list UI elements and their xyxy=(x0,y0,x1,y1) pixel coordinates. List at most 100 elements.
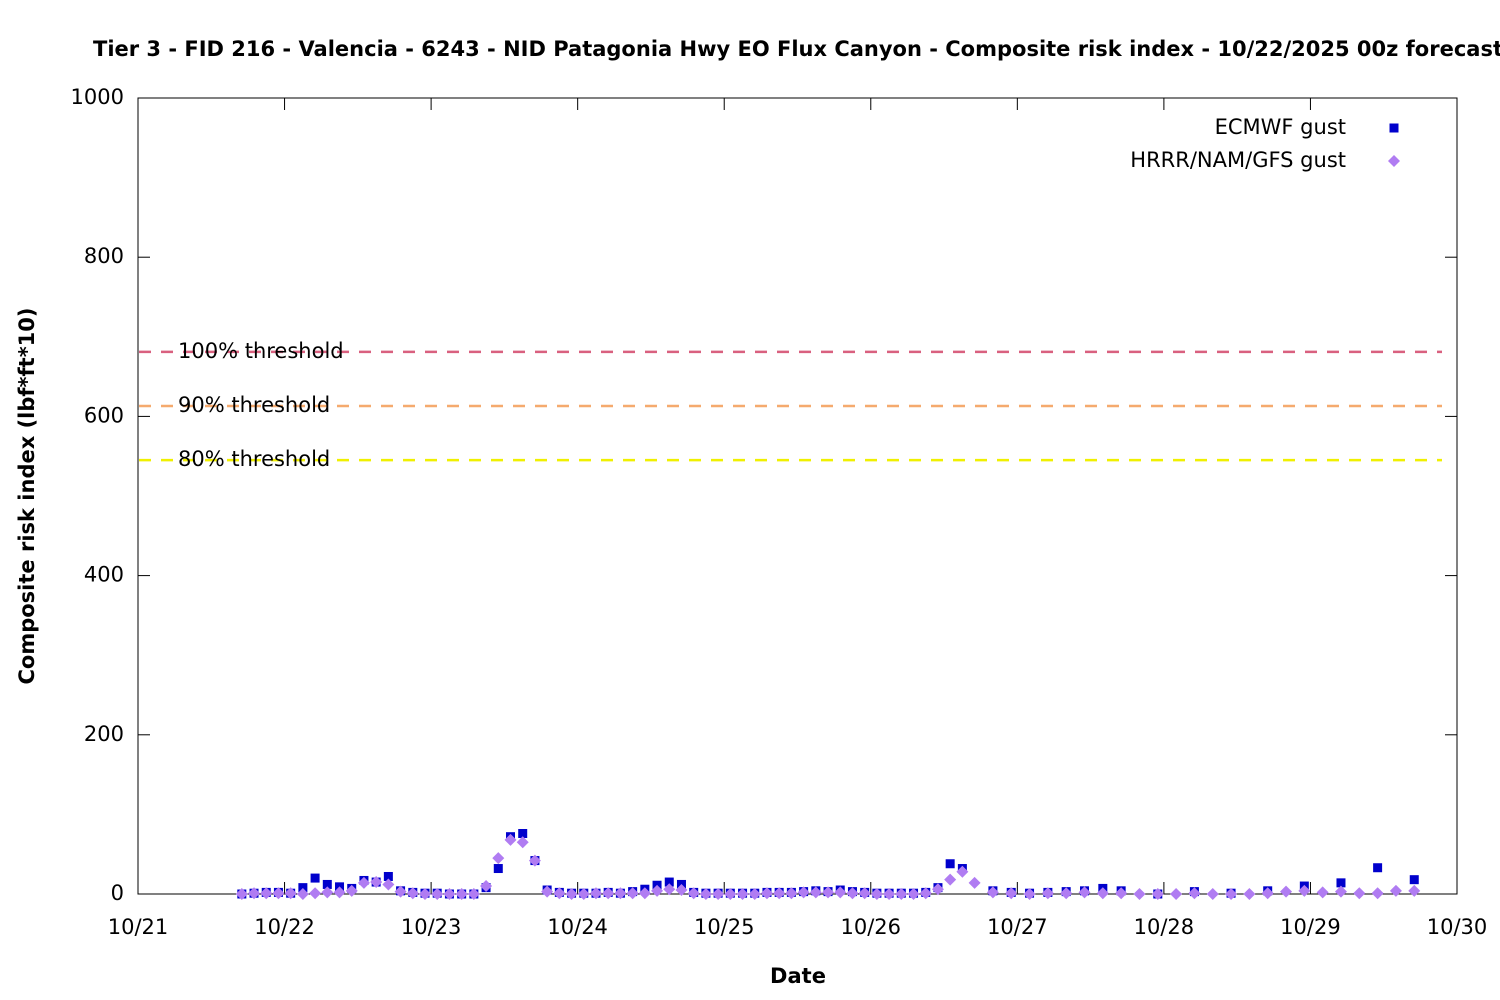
data-point xyxy=(907,888,920,900)
data-point xyxy=(1261,887,1274,900)
data-point xyxy=(333,886,346,899)
data-point xyxy=(541,885,554,898)
data-point xyxy=(1298,884,1311,897)
legend-label: ECMWF gust xyxy=(1215,115,1346,139)
data-point xyxy=(895,888,908,900)
data-point xyxy=(1353,887,1366,900)
data-point xyxy=(748,888,761,900)
data-point xyxy=(443,888,456,900)
data-point xyxy=(785,887,798,900)
data-point xyxy=(968,876,981,889)
data-point xyxy=(638,887,651,900)
y-tick-label: 800 xyxy=(84,244,124,268)
x-tick-label: 10/22 xyxy=(254,915,315,939)
y-tick-label: 600 xyxy=(84,403,124,427)
data-point xyxy=(663,883,676,896)
x-axis-label: Date xyxy=(770,964,826,988)
data-point xyxy=(931,883,944,896)
y-tick-label: 200 xyxy=(84,722,124,746)
data-point xyxy=(809,886,822,899)
data-point xyxy=(248,887,261,900)
legend-marker xyxy=(1388,155,1400,167)
data-point xyxy=(309,887,322,900)
data-point xyxy=(235,888,248,900)
data-point xyxy=(1316,886,1329,899)
data-point xyxy=(1115,887,1128,900)
data-point xyxy=(858,887,871,900)
data-point xyxy=(1060,887,1073,900)
data-point xyxy=(260,887,273,900)
x-tick-label: 10/24 xyxy=(547,915,608,939)
data-point xyxy=(797,886,810,899)
x-tick-label: 10/28 xyxy=(1134,915,1195,939)
y-tick-label: 1000 xyxy=(71,85,124,109)
data-point xyxy=(944,873,957,886)
data-point xyxy=(492,852,505,865)
data-point xyxy=(760,887,773,900)
data-point xyxy=(1409,875,1419,885)
data-point xyxy=(614,887,627,900)
data-point xyxy=(773,887,786,900)
data-point xyxy=(565,888,578,900)
data-point xyxy=(687,887,700,900)
data-point xyxy=(1133,888,1146,900)
data-point xyxy=(736,888,749,900)
data-point xyxy=(589,887,602,900)
data-point xyxy=(577,888,590,900)
data-point xyxy=(699,888,712,900)
data-point xyxy=(822,886,835,899)
data-point xyxy=(945,859,955,869)
data-point xyxy=(1243,888,1256,900)
data-point xyxy=(467,888,480,900)
data-point xyxy=(870,888,883,900)
data-point xyxy=(1206,888,1219,900)
data-point xyxy=(284,887,297,900)
data-point xyxy=(724,888,737,900)
data-point xyxy=(1151,888,1164,900)
x-tick-label: 10/23 xyxy=(401,915,462,939)
data-point xyxy=(1041,887,1054,900)
data-point xyxy=(1373,863,1383,873)
data-point xyxy=(504,833,517,846)
legend-marker xyxy=(1389,123,1399,133)
data-point xyxy=(675,884,688,897)
threshold-label: 90% threshold xyxy=(178,393,330,417)
data-point xyxy=(1225,888,1238,900)
threshold-label: 100% threshold xyxy=(178,339,344,363)
y-tick-label: 400 xyxy=(84,563,124,587)
data-point xyxy=(272,887,285,900)
data-point xyxy=(1389,884,1402,897)
data-point xyxy=(455,888,468,900)
data-point xyxy=(1096,887,1109,900)
data-point xyxy=(1408,884,1421,897)
data-point xyxy=(394,885,407,898)
data-point xyxy=(345,884,358,897)
data-point xyxy=(419,888,432,900)
data-point xyxy=(357,876,370,889)
data-point xyxy=(712,888,725,900)
data-point xyxy=(528,854,541,867)
data-point xyxy=(883,888,896,900)
data-point xyxy=(431,888,444,900)
data-point xyxy=(1170,888,1183,900)
x-tick-label: 10/29 xyxy=(1280,915,1341,939)
data-point xyxy=(1280,885,1293,898)
data-point xyxy=(406,887,419,900)
data-point xyxy=(383,871,393,881)
data-point xyxy=(664,877,674,887)
data-point xyxy=(1005,887,1018,900)
data-point xyxy=(310,873,320,883)
data-point xyxy=(296,888,309,900)
y-tick-label: 0 xyxy=(111,881,124,905)
data-point xyxy=(956,865,969,878)
y-axis-label: Composite risk index (lbf*ft*10) xyxy=(15,307,39,684)
x-tick-label: 10/21 xyxy=(108,915,169,939)
data-point xyxy=(834,886,847,899)
data-point xyxy=(493,864,503,874)
data-point xyxy=(322,879,332,889)
data-point xyxy=(1336,878,1346,888)
data-point xyxy=(1023,888,1036,900)
x-tick-label: 10/25 xyxy=(694,915,755,939)
legend-label: HRRR/NAM/GFS gust xyxy=(1130,148,1346,172)
